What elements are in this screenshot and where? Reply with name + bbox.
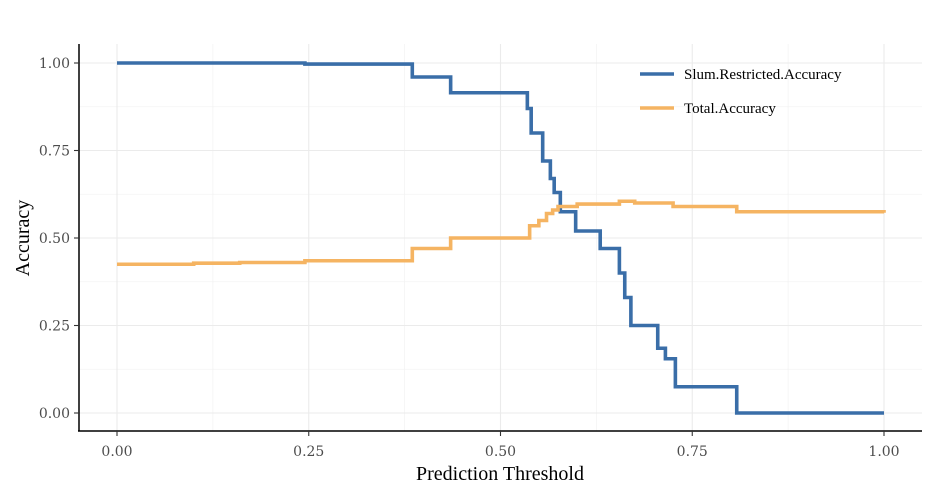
legend-label-1: Total.Accuracy (684, 101, 776, 117)
y-tick-label: 0.75 (39, 144, 70, 160)
y-tick-label: 0.25 (39, 319, 70, 335)
y-tick-label: 0.50 (39, 231, 70, 247)
x-tick-label: 0.50 (485, 444, 516, 460)
series-lines (117, 61, 886, 415)
y-axis-ticks: 0.00 0.25 0.50 0.75 1.00 (39, 56, 79, 422)
x-tick-label: 0.00 (101, 444, 132, 460)
y-tick-label: 0.00 (39, 406, 70, 422)
x-axis-ticks: 0.00 0.25 0.50 0.75 1.00 (101, 431, 900, 460)
series-line-0 (117, 61, 884, 415)
y-tick-label: 1.00 (39, 56, 70, 72)
x-tick-label: 0.75 (677, 444, 708, 460)
series-line-1 (117, 199, 886, 267)
x-axis-title: Prediction Threshold (416, 463, 584, 485)
x-tick-label: 1.00 (868, 444, 899, 460)
y-axis-title: Accuracy (12, 200, 34, 277)
x-tick-label: 0.25 (293, 444, 324, 460)
legend: Slum.Restricted.Accuracy Total.Accuracy (640, 67, 842, 117)
legend-label-0: Slum.Restricted.Accuracy (684, 67, 842, 83)
